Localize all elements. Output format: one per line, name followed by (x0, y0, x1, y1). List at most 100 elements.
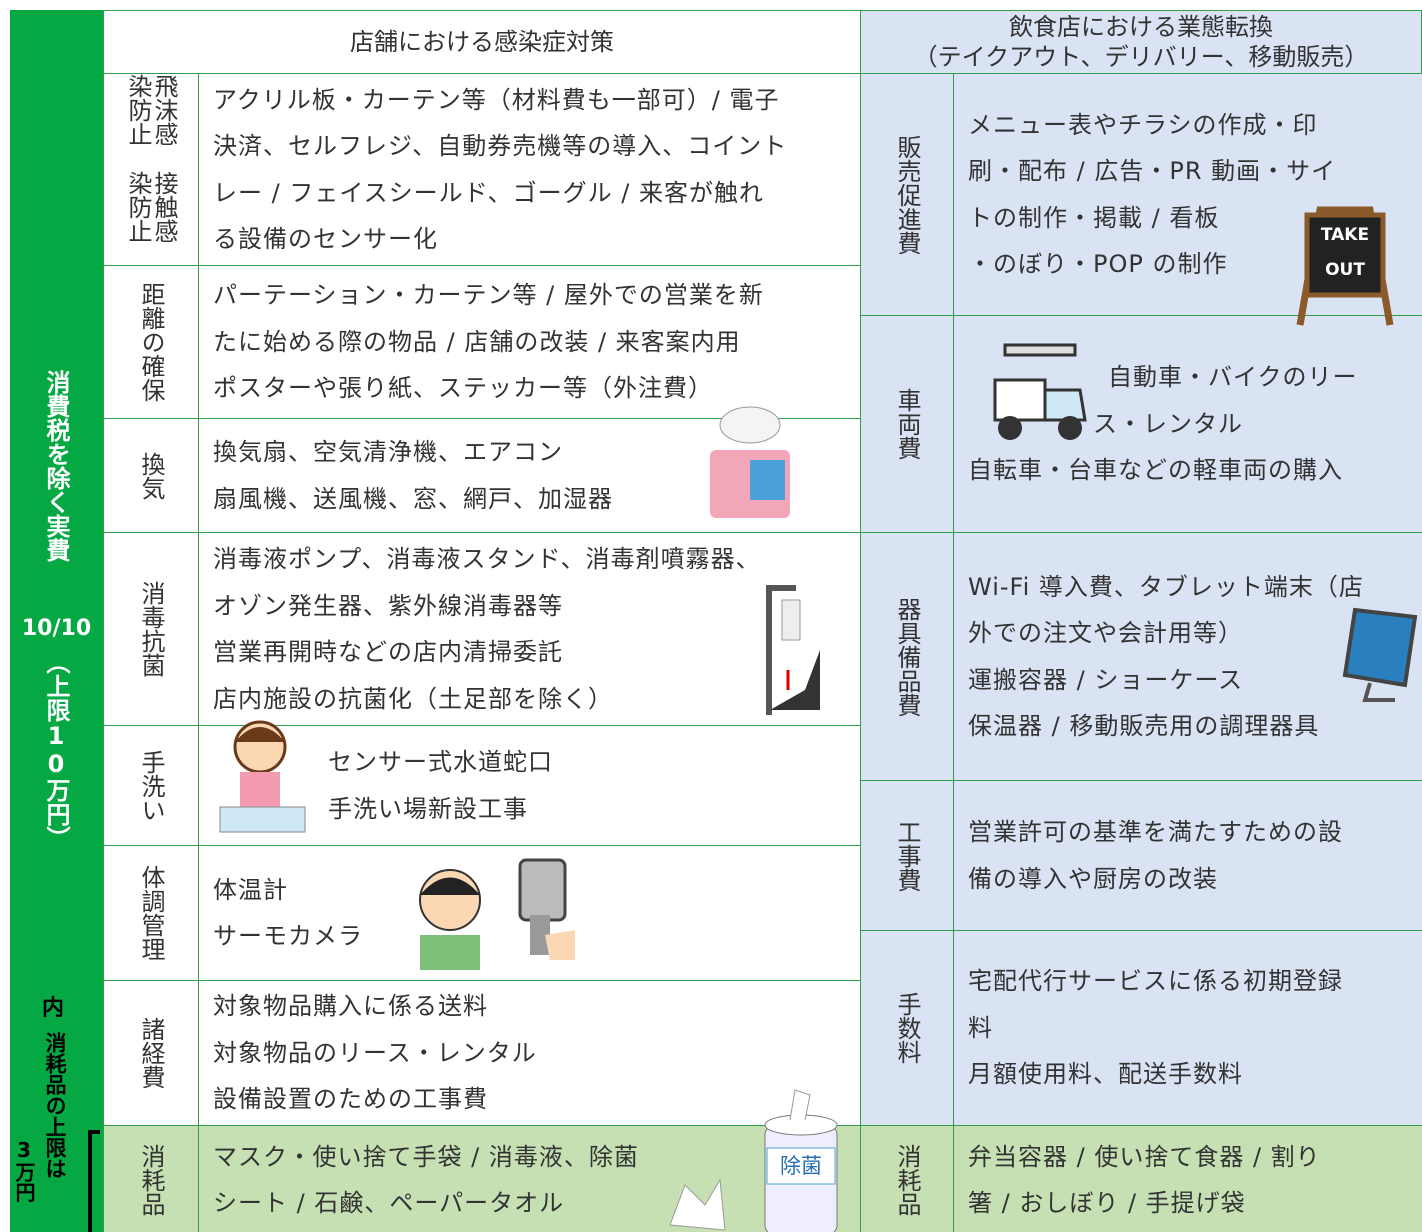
category: 車両費 (893, 388, 921, 460)
content-line: 料 (968, 1013, 993, 1042)
category-cell: 消耗品 (860, 1125, 954, 1232)
content-line: 設備設置のための工事費 (213, 1085, 488, 1114)
content-line: ス・レンタル (1093, 409, 1243, 438)
category-text: 体調管理 (137, 865, 165, 961)
content-line: ・のぼり・POP の制作 (968, 250, 1228, 278)
category-text: 接触感染防止 (124, 170, 178, 243)
category: 消毒抗菌 (137, 581, 165, 677)
content-line: 弁当容器 / 使い捨て食器 / 割り (968, 1142, 1321, 1171)
category-text: 距離の確保 (137, 282, 165, 402)
category-cell: 器具備品費 (860, 532, 954, 781)
content-line: 体温計 (213, 875, 288, 904)
content-line: パーテーション・カーテン等 / 屋外での営業を新 (213, 281, 764, 310)
note-main: 消耗品の上限は (43, 1032, 67, 1179)
category-cell: 消毒抗菌 (103, 532, 199, 726)
category-text: 手数料 (893, 992, 921, 1064)
content-line: アクリル板・カーテン等（材料費も一部可）/ 電子 (213, 85, 780, 114)
category-cell: 距離の確保 (103, 265, 199, 419)
category-cell: 諸経費 (103, 980, 199, 1126)
category-cell: 換気 (103, 418, 199, 533)
category: 諸経費 (137, 1017, 165, 1089)
content-line: シート / 石鹸、ペーパータオル (213, 1189, 565, 1217)
content-cell: 宅配代行サービスに係る初期登録料月額使用料、配送手数料 (953, 930, 1422, 1126)
category-text: 消毒抗菌 (137, 581, 165, 677)
content-line: センサー式水道蛇口 (328, 748, 553, 776)
category-text: 換気 (137, 451, 165, 500)
category: 距離の確保 (137, 282, 165, 402)
sidebar-main: 消費税を除く実費 (42, 370, 70, 562)
content-line: 刷・配布 / 広告・PR 動画・サイ (968, 157, 1337, 185)
category-text: 販売促進費 (893, 134, 921, 255)
content-line: 自動車・バイクのリー (1108, 363, 1358, 392)
category-text: 消耗品 (137, 1144, 165, 1216)
sign-text: OUT (1325, 260, 1365, 280)
content-line: る設備のセンサー化 (213, 225, 438, 253)
category-text: 諸経費 (137, 1017, 165, 1089)
content-line: 手洗い場新設工事 (328, 794, 528, 823)
content-line: 対象物品購入に係る送料 (213, 992, 488, 1021)
category: 体調管理 (137, 865, 165, 961)
category: 手洗い (137, 749, 165, 822)
content-line: ポスターや張り紙、ステッカー等（外注費） (213, 374, 713, 403)
content-line: 決済、セルフレジ、自動券売機等の導入、コイント (213, 132, 788, 160)
content-cell: 消毒液ポンプ、消毒液スタンド、消毒剤噴霧器、 オゾン発生器、紫外線消毒器等 営業再開… (198, 532, 861, 726)
category: 飛沫感染防止 接触感染防止 (124, 74, 178, 265)
category-text: 工事費 (893, 819, 921, 892)
vehicle-illustration (993, 343, 1087, 440)
category-cell: 消耗品 (103, 1125, 199, 1232)
sidebar-rate: 10/10 (21, 616, 92, 641)
left-header: 店舗における感染症対策 (103, 10, 861, 74)
content-line: Wi-Fi 導入費、タブレット端末（店 (968, 572, 1364, 601)
sidebar-limit: （上限10万円） (42, 650, 70, 850)
content-line: トの制作・掲載 / 看板 (968, 203, 1220, 232)
category: 手数料 (893, 992, 921, 1064)
content-cell: メニュー表やチラシの作成・印 刷・配布 / 広告・PR 動画・サイ トの制作・掲載 … (953, 73, 1422, 316)
category: 消耗品 (893, 1144, 921, 1216)
category-cell: 体調管理 (103, 845, 199, 981)
content-cell: 弁当容器 / 使い捨て食器 / 割り箸 / おしぼり / 手提げ袋 (953, 1125, 1422, 1232)
humidifier (710, 406, 790, 518)
content-line: 対象物品のリース・レンタル (213, 1038, 537, 1067)
content-line: 扇風機、送風機、窓、網戸、加湿器 (213, 484, 613, 513)
category: 換気 (137, 451, 165, 500)
sidebar: 消費税を除く実費 10/10 （上限10万円） 内 消耗品の上限は 3万円 (10, 10, 103, 1232)
category-cell: 販売促進費 (860, 73, 954, 316)
content-line: 保温器 / 移動販売用の調理器具 (968, 712, 1320, 740)
content-line: 箸 / おしぼり / 手提げ袋 (968, 1189, 1246, 1217)
header-line: 飲食店における業態転換 (1009, 13, 1273, 41)
wipes-illustration: 除菌 (669, 1089, 838, 1232)
content-line: メニュー表やチラシの作成・印 (968, 110, 1318, 139)
tablet (1342, 607, 1418, 702)
category-text: 飛沫感染防止 (124, 74, 178, 146)
sign-text: TAKE (1321, 225, 1369, 245)
content-cell: 体温計 サーモカメラ (198, 845, 861, 981)
category-text: 手洗い (137, 749, 165, 822)
category: 販売促進費 (893, 134, 921, 255)
category-cell: 飛沫感染防止 接触感染防止 (103, 73, 199, 266)
bracket (88, 1130, 100, 1232)
category: 工事費 (893, 819, 921, 892)
content-line: 月額使用料、配送手数料 (968, 1060, 1243, 1089)
takeout-sign: TAKE OUT (1296, 206, 1394, 326)
category-cell: 手数料 (860, 930, 954, 1126)
content-line: 消毒液ポンプ、消毒液スタンド、消毒剤噴霧器、 (213, 545, 761, 573)
handwashing-illustration (219, 720, 306, 833)
category: 器具備品費 (893, 596, 921, 717)
content-line: 営業許可の基準を満たすための設 (968, 818, 1343, 846)
content-cell: 対象物品購入に係る送料対象物品のリース・レンタル 設備設置のための工事費 (198, 980, 861, 1126)
content-line: たに始める際の物品 / 店舗の改装 / 来客案内用 (213, 327, 741, 356)
content-line: 自転車・台車などの軽車両の購入 (968, 456, 1343, 485)
category-cell: 工事費 (860, 780, 954, 931)
content-cell: 営業許可の基準を満たすための設 備の導入や厨房の改装 (953, 780, 1422, 931)
category-cell: 手洗い (103, 725, 199, 846)
category-text: 器具備品費 (893, 596, 921, 717)
content-line: 外での注文や会計用等） (968, 619, 1243, 647)
disinfectant-stand (766, 585, 820, 715)
content-line: 備の導入や厨房の改装 (968, 864, 1218, 893)
category-text: 消耗品 (893, 1144, 921, 1216)
content-line: 運搬容器 / ショーケース (968, 665, 1244, 694)
content-line: レー / フェイスシールド、ゴーグル / 来客が触れ (213, 178, 765, 207)
content-line: 店内施設の抗菌化（土足部を除く） (213, 684, 613, 713)
note-amount: 3万円 (12, 1138, 36, 1202)
